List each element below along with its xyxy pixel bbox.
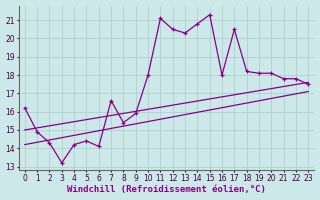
X-axis label: Windchill (Refroidissement éolien,°C): Windchill (Refroidissement éolien,°C): [67, 185, 266, 194]
